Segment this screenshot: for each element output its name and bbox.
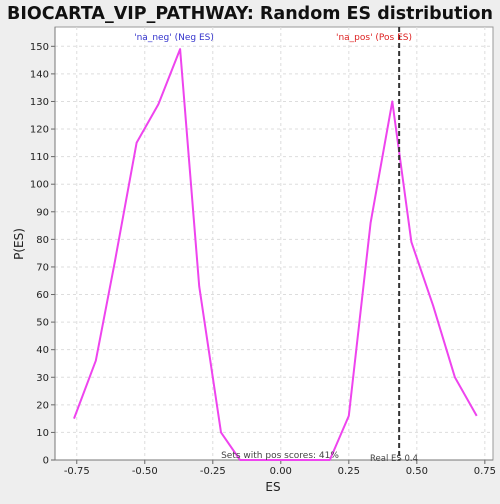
y-tick-label: 150 bbox=[30, 42, 49, 53]
y-tick-label: 90 bbox=[36, 207, 49, 218]
plot-area bbox=[54, 26, 494, 461]
x-axis-label: ES bbox=[265, 480, 280, 494]
x-tick-label: 0.00 bbox=[270, 466, 292, 477]
sets-pos-scores-text: Sets with pos scores: 41% bbox=[221, 451, 339, 461]
y-tick-label: 60 bbox=[36, 290, 49, 301]
y-tick-label: 140 bbox=[30, 69, 49, 80]
x-tick-label: 0.50 bbox=[406, 466, 428, 477]
x-tick-label: 0.75 bbox=[474, 466, 496, 477]
axes: 0 10 20 30 40 50 60 70 80 90 100 110 120 130 140 150 -0.… bbox=[30, 27, 496, 477]
real-es-text: Real ES 0.4 bbox=[370, 454, 418, 464]
neg-es-label: 'na_neg' (Neg ES) bbox=[134, 33, 214, 43]
es-density-line bbox=[73, 48, 478, 461]
y-axis-label: P(ES) bbox=[12, 228, 26, 260]
y-tick-label: 0 bbox=[43, 456, 49, 467]
grid-lines bbox=[55, 27, 493, 461]
y-tick-label: 130 bbox=[30, 97, 49, 108]
x-tick-label: 0.25 bbox=[338, 466, 360, 477]
x-tick-label: -0.75 bbox=[64, 466, 90, 477]
x-tick-label: -0.25 bbox=[200, 466, 226, 477]
pos-es-label: 'na_pos' (Pos ES) bbox=[336, 33, 412, 43]
x-tick-label: -0.50 bbox=[132, 466, 158, 477]
y-tick-label: 40 bbox=[36, 345, 49, 356]
y-tick-label: 50 bbox=[36, 318, 49, 329]
y-tick-label: 120 bbox=[30, 125, 49, 136]
series-layer bbox=[73, 48, 478, 461]
y-tick-label: 20 bbox=[36, 400, 49, 411]
y-tick-label: 80 bbox=[36, 235, 49, 246]
y-tick-label: 30 bbox=[36, 373, 49, 384]
y-tick-label: 10 bbox=[36, 428, 49, 439]
y-tick-label: 100 bbox=[30, 180, 49, 191]
chart-title: BIOCARTA_VIP_PATHWAY: Random ES distribu… bbox=[7, 4, 493, 24]
y-tick-label: 70 bbox=[36, 262, 49, 273]
y-tick-label: 110 bbox=[30, 152, 49, 163]
